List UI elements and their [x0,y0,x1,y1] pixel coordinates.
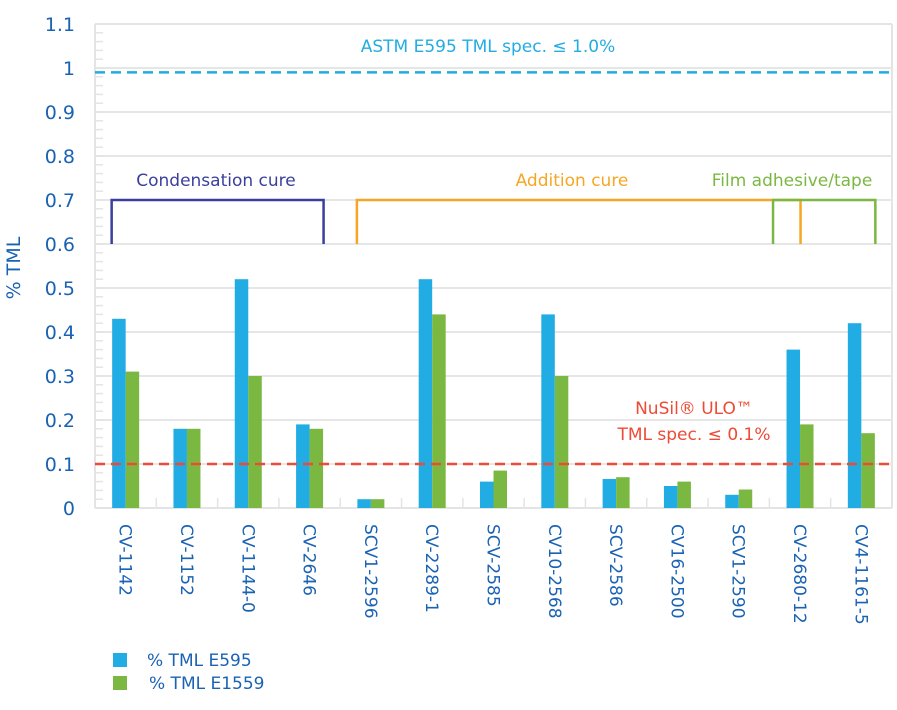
x-tick-label: CV-1144-0 [237,524,257,613]
y-tick-label: 0.5 [45,278,75,300]
y-tick-labels: 0 0.1 0.2 0.3 0.4 0.5 0.6 0.7 0.8 0.9 1 1.1 [45,14,75,520]
y-tick-label: 0 [63,498,75,520]
bar-e1559 [186,428,201,508]
bar-e595 [112,318,126,508]
group-bracket [355,198,802,244]
bar-e595 [786,349,801,508]
y-tick-label: 0.4 [45,322,75,344]
ulo-spec-label: TML spec. ≤ 0.1% [616,425,770,445]
y-tick-label: 1 [63,58,75,80]
x-tick-label: CV4-1161-5 [850,524,870,625]
bar-e1559 [800,424,814,508]
y-tick-label: 0.6 [45,234,75,256]
group-bracket [771,198,877,244]
astm-spec-label: ASTM E595 TML spec. ≤ 1.0% [361,37,616,57]
bars [112,279,875,508]
legend-label: % TML E595 [147,651,252,671]
y-axis-label: % TML [3,236,25,299]
grid-lines [94,23,893,509]
group-label: Condensation cure [136,171,296,191]
group-label: Addition cure [516,171,629,191]
x-tick-label: SCV1-2590 [728,524,748,619]
x-tick-label: SCV1-2596 [360,524,380,619]
x-tick-label: CV-2680-12 [789,524,809,624]
x-tick-label: SCV-2585 [483,524,503,607]
bar-e1559 [493,470,507,508]
y-tick-label: 0.1 [45,454,75,476]
bar-e595 [725,494,739,508]
bar-e595 [541,314,555,508]
legend: % TML E595 % TML E1559 [113,651,265,694]
ulo-spec-label: NuSil® ULO™ [635,399,753,419]
x-tick-label: CV16-2500 [666,524,686,619]
bar-e595 [296,424,310,508]
x-tick-label: CV10-2568 [544,524,564,619]
group-brackets: Condensation cure Addition cure Film adhes… [110,171,877,244]
reference-lines: ASTM E595 TML spec. ≤ 1.0% NuSil® ULO™ TML… [95,37,892,466]
y-tick-label: 0.2 [45,410,75,432]
x-tick-label: CV-1142 [115,524,135,596]
y-tick-label: 1.1 [45,14,75,36]
group-label: Film adhesive/tape [712,171,873,191]
bar-e595 [234,279,249,508]
legend-label: % TML E1559 [149,674,265,694]
y-tick-label: 0.8 [45,146,75,168]
bar-e595 [480,481,494,508]
bar-e1559 [125,371,140,508]
x-tick-labels: CV-1142 CV-1152 CV-1144-0 CV-2646 SCV1-2596 C… [115,524,871,625]
bar-e1559 [616,477,630,508]
bar-e1559 [738,489,753,508]
y-tick-label: 0.9 [45,102,75,124]
y-minor-ticks [95,23,832,509]
legend-swatch [113,676,127,690]
bar-e1559 [432,314,446,508]
x-tick-label: CV-2289-1 [421,524,441,613]
group-bracket [110,198,325,244]
bar-e595 [663,486,678,508]
bar-e1559 [861,433,875,508]
x-tick-label: CV-1152 [176,524,196,596]
bar-e595 [602,478,617,508]
bar-e1559 [248,376,262,508]
x-tick-label: CV-2646 [299,524,319,596]
y-tick-label: 0.7 [45,190,75,212]
bar-e1559 [677,481,691,508]
bar-e595 [418,279,433,508]
legend-swatch [113,653,127,667]
bar-e595 [847,323,862,508]
y-tick-label: 0.3 [45,366,75,388]
bar-e595 [357,499,371,508]
bar-e595 [173,428,187,508]
bar-e1559 [370,499,385,508]
x-tick-label: SCV-2586 [605,524,625,607]
bar-e1559 [554,376,569,508]
bar-e1559 [309,428,324,508]
